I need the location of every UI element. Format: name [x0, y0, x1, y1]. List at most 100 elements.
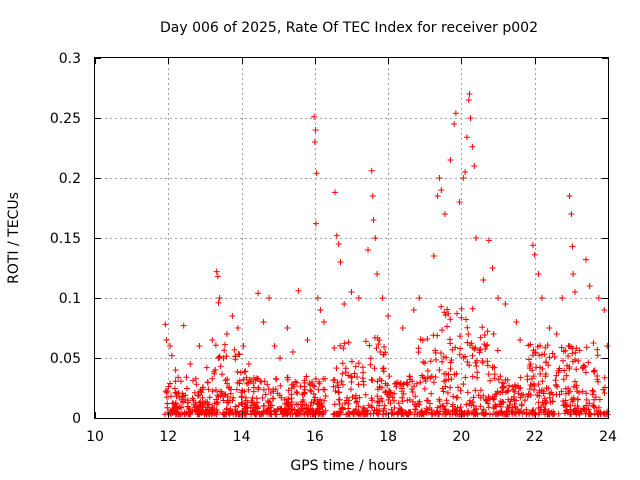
data-point [206, 394, 213, 401]
data-point [436, 175, 443, 181]
data-point [471, 163, 478, 169]
data-point [264, 408, 271, 415]
data-point [262, 391, 269, 398]
data-point [341, 400, 348, 406]
data-point [477, 403, 484, 410]
data-point [322, 407, 329, 414]
data-point [388, 411, 395, 417]
data-point [247, 378, 254, 385]
data-point [211, 368, 217, 375]
data-point [480, 277, 487, 283]
data-point [598, 411, 605, 417]
data-point [322, 393, 329, 399]
data-point [409, 389, 416, 395]
data-point [570, 395, 577, 401]
data-point [284, 325, 291, 331]
data-point [231, 346, 238, 353]
data-point [595, 378, 601, 385]
data-point [336, 396, 343, 403]
data-point [483, 397, 490, 404]
data-point [434, 332, 441, 339]
data-point [526, 386, 533, 393]
data-point [566, 193, 573, 199]
data-point [546, 411, 553, 418]
data-point [220, 355, 227, 362]
data-point [194, 407, 201, 414]
data-point [313, 220, 319, 227]
data-point [360, 404, 367, 411]
data-point [187, 361, 194, 367]
x-tick-label: 22 [526, 429, 544, 445]
data-point [165, 383, 172, 390]
data-point [297, 383, 304, 390]
data-point [498, 384, 505, 391]
data-point [596, 396, 603, 403]
data-point [561, 367, 568, 374]
data-point [473, 235, 480, 241]
x-tick-label: 10 [86, 429, 104, 445]
data-point [450, 393, 457, 400]
data-point [311, 411, 318, 418]
data-point [445, 310, 452, 317]
data-point [558, 388, 565, 395]
data-point [378, 395, 385, 402]
data-point [335, 411, 342, 418]
data-point [355, 403, 362, 410]
data-point [420, 374, 426, 381]
data-point [234, 379, 241, 386]
data-point [591, 367, 598, 374]
data-point [594, 346, 601, 353]
data-point [513, 397, 519, 404]
data-point [464, 324, 471, 331]
data-point [213, 387, 219, 393]
data-point [369, 404, 376, 411]
data-point [470, 394, 477, 401]
data-point [464, 389, 471, 396]
data-point [469, 305, 476, 312]
data-point [338, 378, 345, 385]
data-point [562, 390, 569, 397]
data-point [525, 391, 532, 398]
data-point [331, 401, 338, 408]
data-point [184, 385, 190, 392]
data-point [209, 337, 216, 343]
data-point [386, 393, 393, 400]
data-point [444, 323, 450, 330]
data-point [237, 369, 244, 376]
data-point [600, 410, 607, 417]
data-point [427, 358, 434, 365]
data-point [510, 387, 517, 393]
y-tick-label: 0.3 [59, 51, 81, 67]
data-point [223, 353, 230, 360]
data-point [447, 384, 454, 391]
data-point [288, 395, 295, 402]
data-point [412, 393, 419, 400]
data-point [286, 403, 293, 410]
data-point [303, 373, 310, 380]
data-point [438, 303, 445, 310]
data-point [243, 374, 250, 381]
data-point [553, 331, 560, 337]
data-point [396, 405, 403, 412]
data-point [528, 382, 535, 389]
data-point [466, 400, 473, 407]
data-point [242, 368, 249, 375]
data-point [583, 344, 590, 351]
data-point [345, 372, 352, 379]
data-point [347, 373, 354, 380]
data-point [193, 408, 200, 415]
data-point [331, 345, 338, 351]
data-point [477, 387, 484, 394]
data-point [417, 336, 424, 343]
data-point [177, 411, 184, 418]
data-point [167, 343, 174, 349]
data-point [442, 377, 449, 384]
data-point [555, 410, 562, 417]
data-point [378, 377, 385, 384]
data-point [469, 352, 476, 359]
data-point [386, 373, 393, 380]
data-point [387, 390, 394, 397]
data-point [564, 362, 570, 369]
grid-lines [95, 58, 608, 418]
